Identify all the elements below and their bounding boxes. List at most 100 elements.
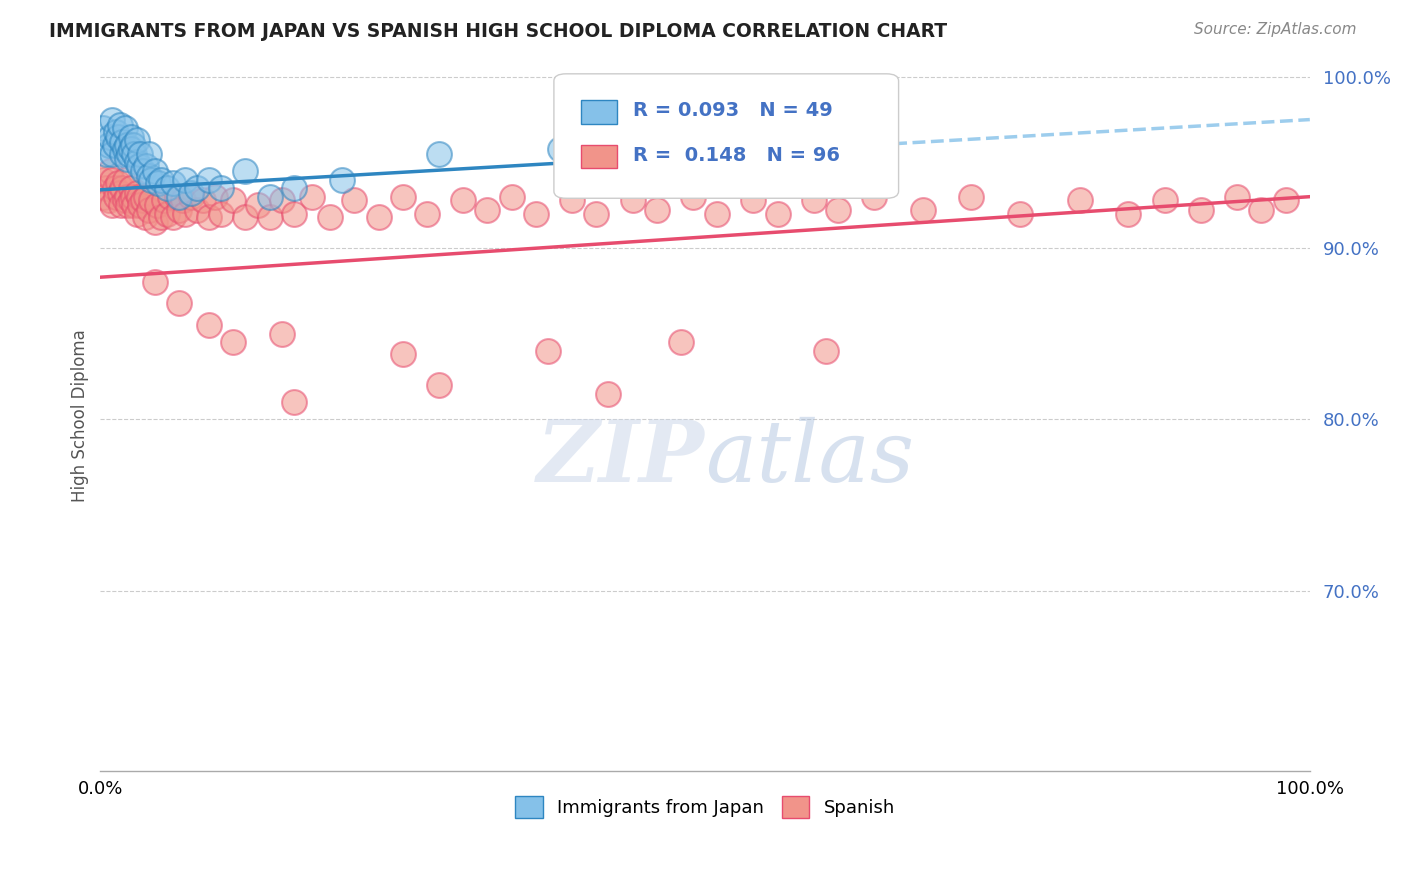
Point	[524, 207, 547, 221]
Point	[153, 193, 176, 207]
Point	[167, 296, 190, 310]
Point	[134, 211, 156, 225]
Point	[162, 176, 184, 190]
Point	[96, 146, 118, 161]
Point	[209, 207, 232, 221]
Point	[1274, 193, 1296, 207]
Point	[146, 198, 169, 212]
Point	[110, 198, 132, 212]
Point	[742, 193, 765, 207]
Point	[1118, 207, 1140, 221]
Point	[585, 207, 607, 221]
Point	[108, 186, 131, 201]
Point	[141, 193, 163, 207]
Point	[209, 181, 232, 195]
Point	[198, 318, 221, 333]
Point	[104, 138, 127, 153]
Point	[283, 395, 305, 409]
Point	[120, 181, 142, 195]
Text: atlas: atlas	[704, 417, 914, 500]
Point	[104, 181, 127, 195]
Point	[125, 133, 148, 147]
Point	[477, 203, 499, 218]
Point	[118, 146, 141, 161]
Point	[125, 155, 148, 169]
FancyBboxPatch shape	[554, 74, 898, 198]
Point	[561, 193, 583, 207]
Text: Source: ZipAtlas.com: Source: ZipAtlas.com	[1194, 22, 1357, 37]
Point	[91, 121, 114, 136]
Point	[537, 343, 560, 358]
FancyBboxPatch shape	[581, 100, 617, 124]
Point	[97, 138, 120, 153]
Point	[101, 172, 124, 186]
Text: R =  0.148   N = 96: R = 0.148 N = 96	[633, 146, 839, 165]
Point	[122, 198, 145, 212]
Point	[105, 124, 128, 138]
Point	[143, 276, 166, 290]
Point	[270, 193, 292, 207]
Point	[416, 207, 439, 221]
Point	[114, 142, 136, 156]
Point	[730, 129, 752, 144]
Point	[97, 193, 120, 207]
Point	[235, 211, 257, 225]
Point	[107, 129, 129, 144]
Point	[1226, 189, 1249, 203]
Point	[141, 172, 163, 186]
Point	[111, 181, 134, 195]
Point	[1069, 193, 1091, 207]
Point	[427, 378, 450, 392]
Point	[143, 215, 166, 229]
Point	[766, 207, 789, 221]
Point	[138, 203, 160, 218]
Point	[129, 198, 152, 212]
Point	[101, 146, 124, 161]
Point	[621, 193, 644, 207]
Text: R = 0.093   N = 49: R = 0.093 N = 49	[633, 102, 832, 120]
Point	[191, 193, 214, 207]
Point	[117, 198, 139, 212]
Point	[283, 207, 305, 221]
Point	[135, 189, 157, 203]
Point	[131, 164, 153, 178]
Point	[96, 181, 118, 195]
Point	[645, 203, 668, 218]
Point	[138, 146, 160, 161]
Point	[156, 181, 179, 195]
Point	[111, 146, 134, 161]
Point	[115, 189, 138, 203]
Point	[391, 347, 413, 361]
Point	[135, 159, 157, 173]
Point	[122, 138, 145, 153]
Point	[803, 193, 825, 207]
Point	[125, 207, 148, 221]
Text: ZIP: ZIP	[537, 416, 704, 500]
Point	[180, 186, 202, 201]
Point	[706, 207, 728, 221]
Point	[427, 146, 450, 161]
Point	[222, 193, 245, 207]
Point	[174, 207, 197, 221]
Text: IMMIGRANTS FROM JAPAN VS SPANISH HIGH SCHOOL DIPLOMA CORRELATION CHART: IMMIGRANTS FROM JAPAN VS SPANISH HIGH SC…	[49, 22, 948, 41]
Point	[162, 211, 184, 225]
Point	[166, 189, 188, 203]
Point	[235, 164, 257, 178]
Point	[246, 198, 269, 212]
Point	[1250, 203, 1272, 218]
Point	[682, 189, 704, 203]
Point	[138, 169, 160, 183]
Point	[149, 172, 172, 186]
Point	[827, 203, 849, 218]
Point	[105, 189, 128, 203]
Point	[122, 189, 145, 203]
Point	[186, 203, 208, 218]
Point	[156, 207, 179, 221]
Point	[98, 129, 121, 144]
Point	[159, 189, 181, 203]
Point	[1153, 193, 1175, 207]
Point	[343, 193, 366, 207]
Point	[172, 193, 194, 207]
Point	[120, 142, 142, 156]
Point	[863, 189, 886, 203]
